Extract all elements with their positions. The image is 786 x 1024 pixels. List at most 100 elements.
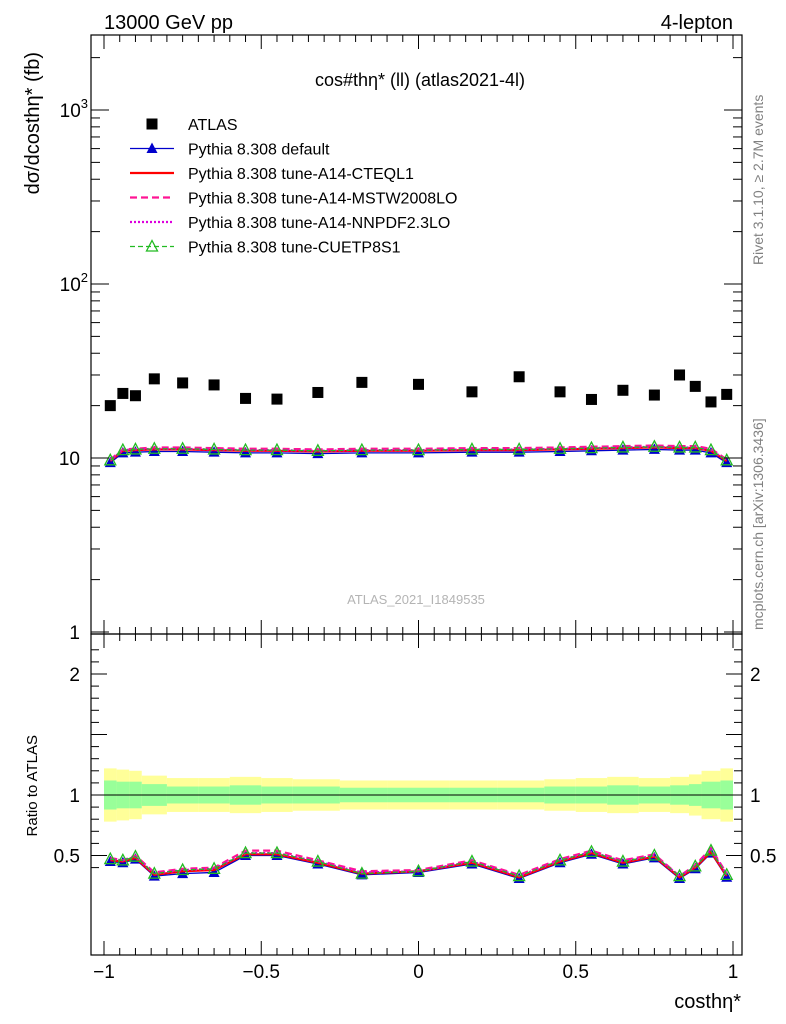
- x-tick-label: −1: [93, 962, 115, 983]
- y-tick-label: 102: [60, 270, 88, 296]
- data-point: [513, 371, 525, 383]
- data-point: [176, 862, 190, 876]
- x-tick-label: 0.5: [563, 962, 589, 983]
- data-point: [704, 843, 718, 856]
- data-point: [616, 854, 630, 867]
- ratio-y-tick-label-right: 1: [750, 786, 761, 807]
- data-point: [271, 393, 283, 405]
- data-point: [512, 442, 526, 455]
- data-point: [176, 441, 190, 454]
- header-left: 13000 GeV pp: [104, 12, 233, 34]
- legend-label: Pythia 8.308 tune-CUETP8S1: [188, 240, 401, 257]
- legend-marker: [146, 118, 158, 130]
- data-point: [512, 868, 526, 882]
- legend-label: Pythia 8.308 tune-A14-CTEQL1: [188, 166, 414, 183]
- data-point: [465, 442, 479, 455]
- ratio-y-tick-label-right: 2: [750, 665, 761, 686]
- data-point: [207, 861, 221, 874]
- data-point: [116, 852, 130, 866]
- data-point: [466, 386, 478, 398]
- data-point: [554, 386, 566, 398]
- data-point: [672, 868, 687, 882]
- data-point: [585, 393, 597, 405]
- data-point: [411, 442, 426, 456]
- y-tick-label: 103: [60, 96, 88, 122]
- data-point: [704, 442, 718, 456]
- data-point: [311, 854, 325, 867]
- data-point: [208, 379, 220, 391]
- data-point: [647, 439, 661, 452]
- data-point: [674, 369, 686, 381]
- data-point: [177, 377, 189, 389]
- data-point: [413, 378, 424, 390]
- series-line: [109, 446, 728, 461]
- ratio-y-tick-label-right: 0.5: [750, 847, 776, 868]
- data-point: [720, 452, 734, 466]
- x-tick-label: 1: [728, 962, 739, 983]
- side-text-rivet: Rivet 3.1.10, ≥ 2.7M events: [750, 95, 766, 265]
- series-line: [110, 846, 728, 878]
- data-point: [240, 392, 252, 404]
- data-point: [147, 866, 161, 879]
- data-point: [648, 389, 660, 401]
- data-point: [177, 867, 189, 879]
- legend-label: Pythia 8.308 tune-A14-NNPDF2.3LO: [188, 215, 450, 232]
- data-point: [311, 443, 325, 456]
- data-point: [104, 400, 116, 412]
- data-point: [355, 442, 369, 456]
- series-line: [109, 444, 728, 461]
- data-point: [672, 440, 687, 453]
- x-tick-label: 0: [413, 962, 424, 983]
- legend-marker: [146, 142, 158, 153]
- main-y-label: dσ/dcosthη* (fb): [22, 52, 44, 194]
- data-point: [129, 390, 141, 402]
- data-point: [617, 384, 629, 396]
- data-point: [647, 848, 661, 861]
- legend-label: Pythia 8.308 default: [188, 142, 330, 159]
- legend-label: ATLAS: [188, 117, 238, 134]
- y-tick-label: 1: [69, 623, 80, 644]
- series-line: [110, 847, 728, 878]
- legend: ATLAS Pythia 8.308 default Pythia 8.308 tu…: [130, 117, 457, 257]
- ratio-y-tick-label: 1: [69, 786, 80, 807]
- y-tick-label: 10: [59, 449, 80, 470]
- data-point: [116, 442, 130, 456]
- watermark: ATLAS_2021_I1849535: [347, 592, 485, 607]
- legend-label: Pythia 8.308 tune-A14-MSTW2008LO: [188, 191, 457, 208]
- main-panel: 1 10 102 103: [59, 34, 743, 644]
- x-tick-label: −0.5: [242, 962, 280, 983]
- data-point: [721, 388, 733, 400]
- main-title: cos#thη* (ll) (atlas2021-4l): [315, 70, 525, 90]
- series-line: [110, 849, 728, 877]
- side-text-mcplots: mcplots.cern.ch [arXiv:1306.3436]: [750, 418, 766, 630]
- data-point: [312, 386, 324, 398]
- legend-marker: [145, 239, 159, 252]
- data-point: [207, 442, 221, 455]
- data-point: [238, 442, 253, 456]
- data-point: [270, 442, 284, 456]
- data-point: [411, 863, 426, 877]
- ratio-y-label: Ratio to ATLAS: [24, 735, 41, 836]
- data-point: [720, 867, 734, 881]
- data-point: [688, 440, 702, 453]
- data-point: [128, 442, 143, 455]
- data-point: [705, 396, 717, 408]
- data-point: [128, 849, 143, 862]
- data-point: [553, 441, 567, 454]
- data-point: [355, 866, 369, 879]
- data-point: [208, 866, 220, 877]
- data-point: [148, 373, 160, 385]
- header-right: 4-lepton: [661, 12, 733, 34]
- data-point: [584, 440, 599, 454]
- data-point: [147, 441, 161, 454]
- data-point: [356, 376, 368, 388]
- data-point: [238, 845, 253, 859]
- data-point: [689, 380, 701, 392]
- x-axis-label: costhη*: [674, 991, 741, 1013]
- data-point: [465, 854, 479, 867]
- data-point: [688, 858, 702, 872]
- ratio-y-tick-label: 2: [69, 665, 80, 686]
- data-point: [103, 851, 117, 865]
- ratio-panel: −1 −0.5 0 0.5 1 0.5 0.5 1 1 2 2: [54, 633, 776, 983]
